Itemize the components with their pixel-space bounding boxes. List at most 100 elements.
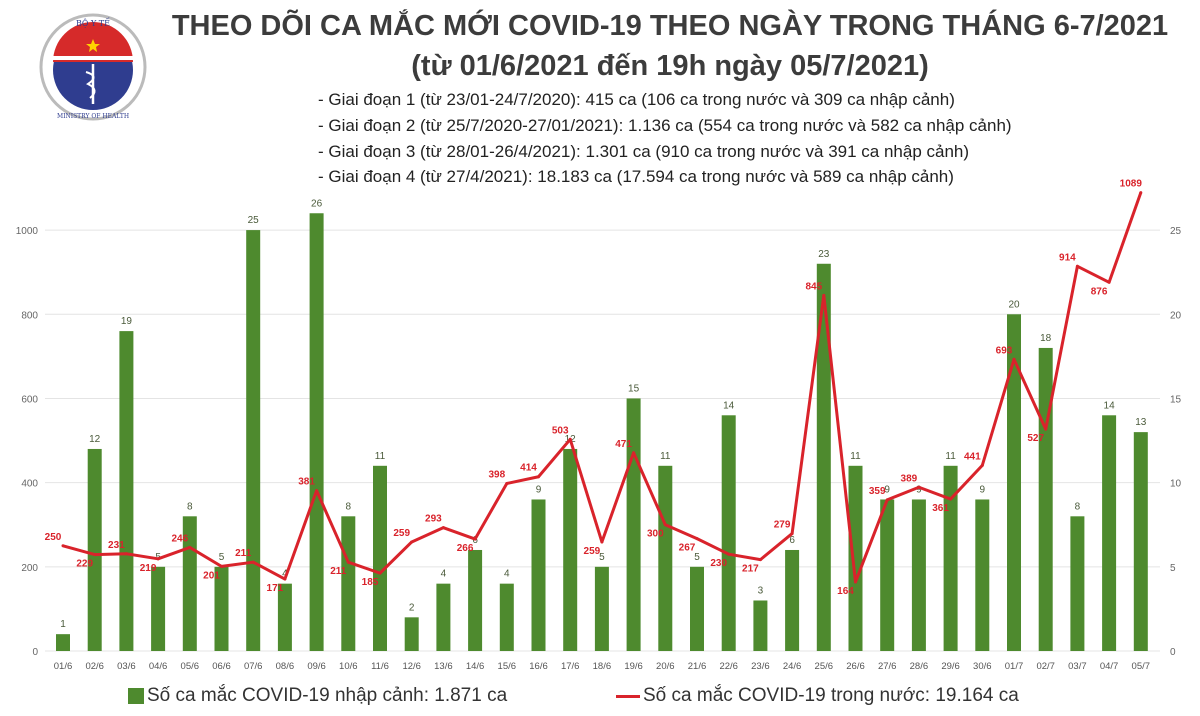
- phase-1-note: - Giai đoạn 1 (từ 23/01-24/7/2020): 415 …: [318, 90, 955, 109]
- bar-imported: [1038, 347, 1053, 651]
- left-axis-tick-label: 800: [21, 310, 38, 321]
- x-axis-tick-label: 05/7: [1132, 661, 1151, 672]
- line-data-label: 293: [425, 514, 442, 525]
- bar-imported: [56, 634, 70, 651]
- line-point: [188, 545, 192, 549]
- left-axis-tick-label: 0: [32, 647, 38, 658]
- x-axis-tick-label: 27/6: [878, 661, 897, 672]
- line-data-label: 1089: [1120, 179, 1143, 190]
- right-axis-tick-label: 0: [1170, 647, 1176, 658]
- svg-text:BỘ Y TẾ: BỘ Y TẾ: [76, 18, 110, 28]
- bar-imported: [87, 448, 102, 651]
- line-point: [695, 537, 699, 541]
- bar-data-label: 19: [121, 316, 133, 327]
- line-data-label: 279: [774, 520, 791, 531]
- line-point: [885, 498, 889, 502]
- bar-data-label: 9: [536, 484, 542, 495]
- line-data-label: 231: [108, 540, 125, 551]
- line-data-label: 441: [964, 451, 981, 462]
- left-axis-tick-label: 1000: [16, 226, 39, 237]
- line-point: [1107, 280, 1111, 284]
- x-axis-tick-label: 12/6: [402, 661, 421, 672]
- bar-imported: [309, 213, 324, 651]
- bar-data-label: 14: [1104, 400, 1116, 411]
- x-axis-tick-label: 24/6: [783, 661, 802, 672]
- line-data-label: 229: [76, 559, 93, 570]
- bar-data-label: 11: [660, 451, 671, 462]
- bar-imported: [626, 398, 641, 651]
- bar-imported: [563, 448, 578, 651]
- bar-data-label: 8: [187, 501, 193, 512]
- line-data-label: 201: [203, 570, 220, 581]
- bar-data-label: 5: [599, 552, 605, 563]
- legend-item-domestic: Số ca mắc COVID-19 trong nước: 19.164 ca: [616, 685, 1019, 707]
- bar-imported: [753, 600, 768, 651]
- line-data-label: 185: [362, 577, 379, 588]
- x-axis-tick-label: 08/6: [276, 661, 295, 672]
- right-axis-tick-label: 5: [1170, 563, 1176, 574]
- line-data-label: 914: [1059, 252, 1076, 263]
- bar-imported: [911, 499, 926, 651]
- line-data-label: 381: [298, 477, 315, 488]
- line-data-label: 171: [267, 583, 284, 594]
- line-point: [822, 293, 826, 297]
- x-axis-tick-label: 02/7: [1036, 661, 1055, 672]
- bar-data-label: 13: [1135, 417, 1147, 428]
- line-data-label: 217: [742, 564, 759, 575]
- svg-text:MINISTRY OF HEALTH: MINISTRY OF HEALTH: [57, 113, 129, 120]
- x-axis-tick-label: 04/7: [1100, 661, 1119, 672]
- x-axis-tick-label: 03/7: [1068, 661, 1087, 672]
- x-axis-tick-label: 21/6: [688, 661, 707, 672]
- line-point: [790, 532, 794, 536]
- bar-imported: [816, 263, 831, 651]
- line-point: [124, 552, 128, 556]
- line-data-label: 230: [710, 558, 727, 569]
- bar-imported: [848, 465, 863, 651]
- line-data-label: 876: [1091, 286, 1108, 297]
- line-point: [251, 560, 255, 564]
- line-data-label: 414: [520, 463, 537, 474]
- line-point: [1075, 264, 1079, 268]
- phase-3-note: - Giai đoạn 3 (từ 28/01-26/4/2021): 1.30…: [318, 142, 970, 161]
- line-data-label: 361: [932, 503, 949, 514]
- line-data-label: 359: [869, 486, 886, 497]
- ministry-of-health-logo: BỘ Y TẾ MINISTRY OF HEALTH: [39, 13, 147, 121]
- legend-item-imported: Số ca mắc COVID-19 nhập cảnh: 1.871 ca: [128, 685, 507, 707]
- line-data-label: 398: [488, 469, 505, 480]
- line-data-label: 503: [552, 425, 569, 436]
- bar-imported: [594, 566, 609, 651]
- x-axis-tick-label: 23/6: [751, 661, 770, 672]
- x-axis-tick-label: 15/6: [498, 661, 517, 672]
- bar-data-label: 15: [628, 383, 640, 394]
- line-data-label: 471: [615, 439, 632, 450]
- bar-data-label: 9: [916, 484, 922, 495]
- right-axis-tick-label: 25: [1170, 226, 1182, 237]
- left-axis-tick-label: 400: [21, 479, 38, 490]
- bar-data-label: 9: [980, 484, 986, 495]
- bar-imported: [1007, 314, 1021, 651]
- right-axis-tick-label: 20: [1170, 310, 1182, 321]
- bar-data-label: 11: [850, 451, 861, 462]
- bar-imported: [880, 499, 895, 651]
- bar-imported: [151, 566, 166, 651]
- bar-data-label: 5: [219, 552, 225, 563]
- x-axis-tick-label: 06/6: [212, 661, 231, 672]
- line-data-label: 266: [457, 543, 474, 554]
- x-axis-tick-label: 22/6: [719, 661, 738, 672]
- line-data-label: 267: [679, 543, 696, 554]
- bar-imported: [658, 465, 673, 651]
- x-axis-tick-label: 19/6: [624, 661, 643, 672]
- phase-4-note: - Giai đoạn 4 (từ 27/4/2021): 18.183 ca …: [318, 167, 954, 186]
- x-axis-tick-label: 09/6: [307, 661, 326, 672]
- x-axis-tick-label: 25/6: [815, 661, 834, 672]
- line-data-label: 845: [805, 281, 822, 292]
- line-point: [917, 485, 921, 489]
- line-point: [315, 489, 319, 493]
- legend-line-swatch: [616, 694, 640, 698]
- chart-title: THEO DÕI CA MẮC MỚI COVID-19 THEO NGÀY T…: [171, 10, 1169, 42]
- bar-data-label: 1: [60, 619, 66, 630]
- bar-data-label: 11: [945, 451, 956, 462]
- bar-data-label: 12: [89, 434, 101, 445]
- bar-data-label: 6: [789, 535, 795, 546]
